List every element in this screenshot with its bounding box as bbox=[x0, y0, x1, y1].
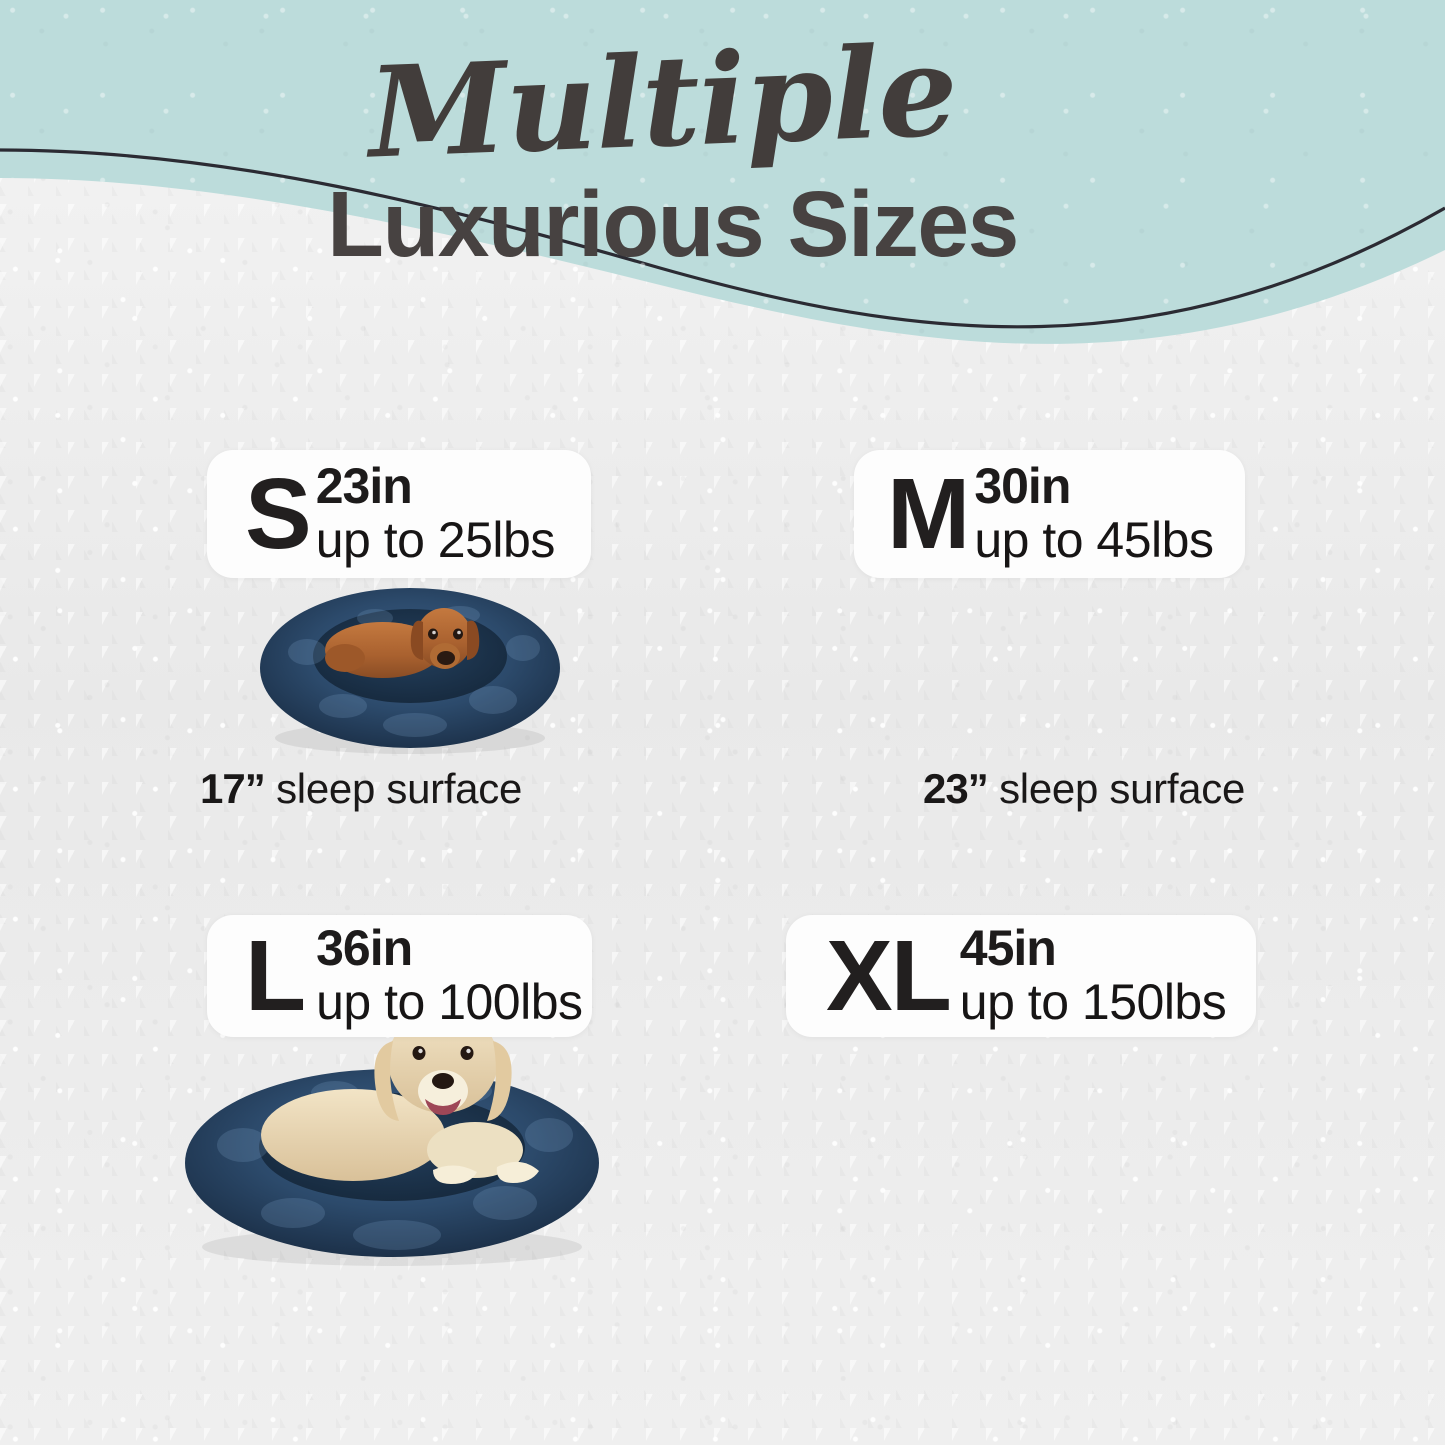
size-code-s: S bbox=[245, 458, 312, 570]
dachshund-illustration bbox=[325, 608, 480, 678]
size-weight-m: up to 45lbs bbox=[974, 512, 1214, 568]
sleep-surface-number-m: 23” bbox=[923, 765, 989, 812]
sleep-surface-label-s: sleep surface bbox=[276, 765, 522, 812]
size-weight-s: up to 25lbs bbox=[315, 512, 556, 568]
size-badge-s: S 23in up to 25lbs bbox=[207, 450, 591, 578]
size-weight-xl: up to 150lbs bbox=[959, 974, 1227, 1030]
size-dimension-xl: 45in bbox=[959, 920, 1057, 976]
size-badge-m: M 30in up to 45lbs bbox=[854, 450, 1245, 578]
size-card-m: M 30in up to 45lbs 23” sleep surface bbox=[723, 430, 1445, 890]
page-title: Luxurious Sizes bbox=[327, 172, 1019, 276]
size-card-s: S 23in up to 25lbs 17” sleep surface bbox=[0, 430, 722, 890]
sleep-surface-label-m: sleep surface bbox=[999, 765, 1245, 812]
size-specs-xl: 45in up to 150lbs bbox=[959, 920, 1227, 1030]
size-badge-l: L 36in up to 100lbs bbox=[207, 915, 592, 1037]
size-badge-xl: XL 45in up to 150lbs bbox=[786, 915, 1256, 1037]
size-weight-l: up to 100lbs bbox=[316, 974, 583, 1030]
size-grid: S 23in up to 25lbs 17” sleep surface bbox=[0, 430, 1445, 1445]
size-code-l: L bbox=[245, 920, 306, 1032]
dog-bed-s bbox=[255, 560, 565, 760]
page-title-script: Multiple bbox=[365, 18, 960, 187]
dog-bed-l bbox=[175, 975, 610, 1270]
sleep-surface-number-s: 17” bbox=[200, 765, 266, 812]
size-specs-l: 36in up to 100lbs bbox=[316, 920, 583, 1030]
size-code-xl: XL bbox=[826, 920, 952, 1032]
size-specs-m: 30in up to 45lbs bbox=[974, 458, 1214, 568]
size-specs-s: 23in up to 25lbs bbox=[315, 458, 556, 568]
size-code-m: M bbox=[887, 458, 970, 570]
size-dimension-m: 30in bbox=[974, 458, 1071, 514]
size-card-l: L 36in up to 100lbs 26” sleep surface bbox=[0, 890, 722, 1350]
size-dimension-l: 36in bbox=[316, 920, 413, 976]
size-card-xl: XL 45in up to 150lbs 31” sleep surface bbox=[723, 890, 1445, 1350]
size-dimension-s: 23in bbox=[315, 458, 413, 514]
sleep-surface-caption-s: 17” sleep surface bbox=[0, 765, 1052, 813]
sleep-surface-caption-m: 23” sleep surface bbox=[723, 765, 1445, 813]
